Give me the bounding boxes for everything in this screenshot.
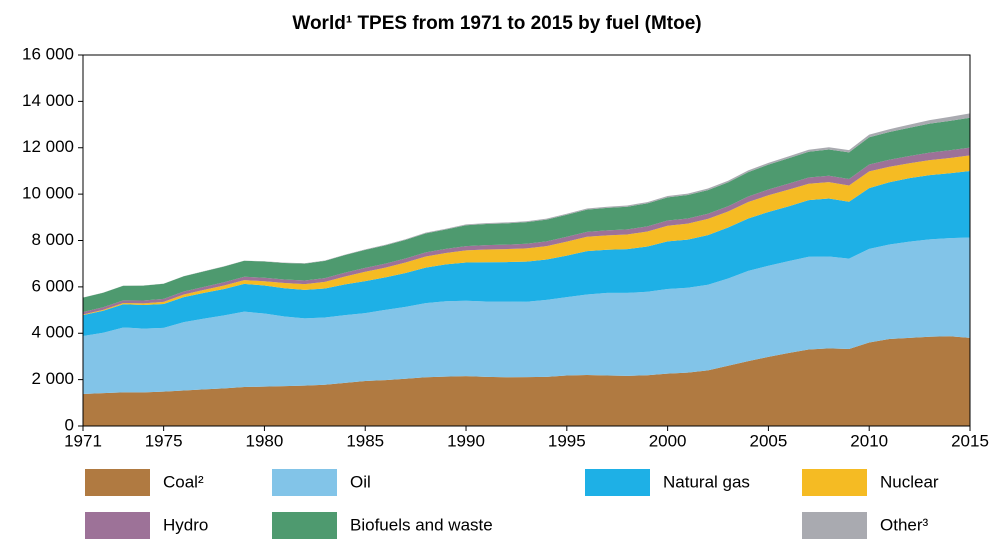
area xyxy=(83,113,970,298)
x-tick-label: 2005 xyxy=(749,431,787,450)
area xyxy=(83,155,970,316)
legend-swatch xyxy=(272,512,337,539)
y-tick-label: 2 000 xyxy=(31,369,74,388)
x-tick-label: 1995 xyxy=(548,431,586,450)
legend-label: Nuclear xyxy=(880,472,939,491)
x-tick-label: 1971 xyxy=(64,431,102,450)
legend-label: Oil xyxy=(350,472,371,491)
y-tick-label: 16 000 xyxy=(22,44,74,63)
legend-label: Natural gas xyxy=(663,472,750,491)
area xyxy=(83,117,970,313)
legend-swatch xyxy=(85,512,150,539)
area xyxy=(83,170,970,337)
legend-swatch xyxy=(802,469,867,496)
area xyxy=(83,237,970,395)
x-tick-label: 2010 xyxy=(850,431,888,450)
legend-label: Other³ xyxy=(880,515,929,534)
y-tick-label: 14 000 xyxy=(22,91,74,110)
legend-swatch xyxy=(585,469,650,496)
x-tick-label: 1975 xyxy=(145,431,183,450)
legend-swatch xyxy=(85,469,150,496)
x-tick-label: 1980 xyxy=(246,431,284,450)
y-tick-label: 4 000 xyxy=(31,323,74,342)
area xyxy=(83,336,970,426)
x-tick-label: 2015 xyxy=(951,431,989,450)
y-tick-label: 8 000 xyxy=(31,230,74,249)
legend-label: Biofuels and waste xyxy=(350,515,493,534)
y-tick-label: 12 000 xyxy=(22,137,74,156)
legend-swatch xyxy=(272,469,337,496)
y-tick-label: 10 000 xyxy=(22,184,74,203)
legend-label: Hydro xyxy=(163,515,208,534)
chart-title: World¹ TPES from 1971 to 2015 by fuel (M… xyxy=(292,13,701,34)
x-tick-label: 1985 xyxy=(346,431,384,450)
legend-swatch xyxy=(802,512,867,539)
y-tick-label: 6 000 xyxy=(31,276,74,295)
x-tick-label: 2000 xyxy=(649,431,687,450)
area xyxy=(83,147,970,315)
x-tick-label: 1990 xyxy=(447,431,485,450)
y-tick-label: 0 xyxy=(65,415,74,434)
legend-label: Coal² xyxy=(163,472,204,491)
